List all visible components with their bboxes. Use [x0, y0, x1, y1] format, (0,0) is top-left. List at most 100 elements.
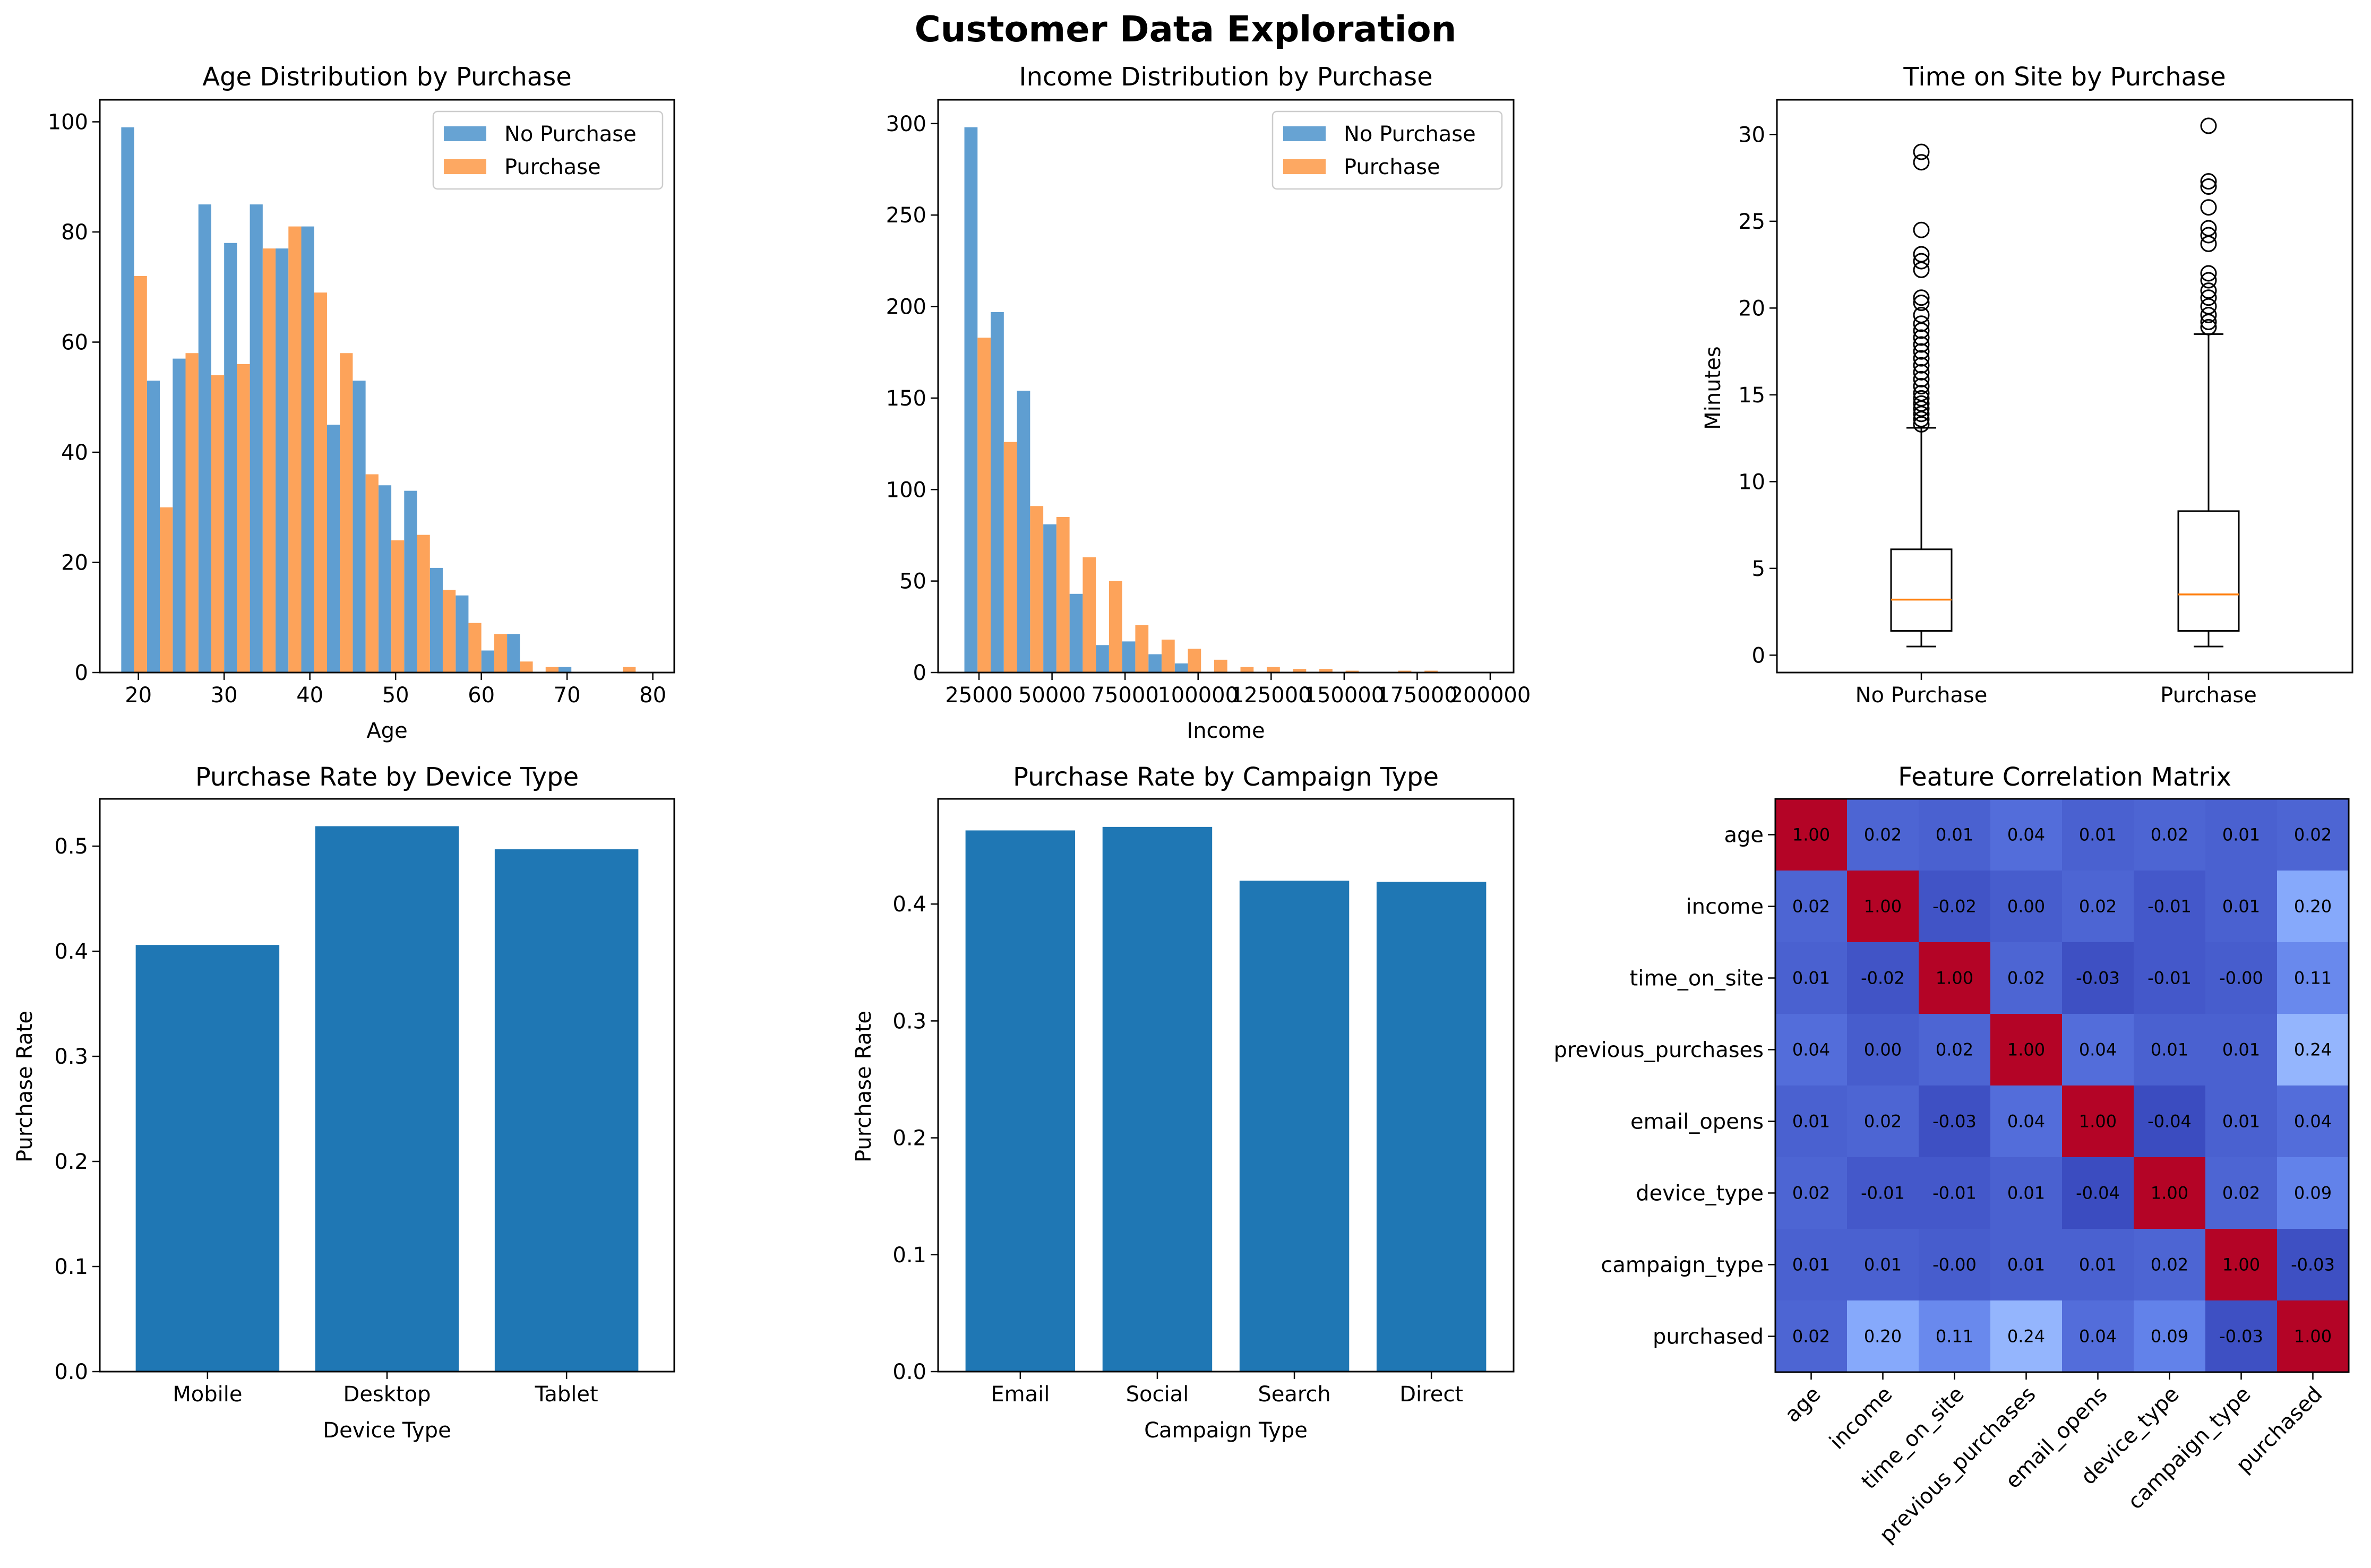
box-no-purchase-outlier	[1913, 143, 1930, 160]
figure-title: Customer Data Exploration	[915, 8, 1457, 50]
income-legend-swatch	[1283, 159, 1326, 174]
age-bar-purchase	[545, 667, 559, 673]
heatmap-cell-value: -0.03	[2291, 1255, 2335, 1275]
heatmap-cell-value: 0.02	[2294, 825, 2332, 845]
heatmap-cell-value: 0.04	[2007, 825, 2045, 845]
heatmap-cell	[1775, 799, 1847, 871]
campaign-type-ytick-label: 0.4	[892, 892, 926, 917]
age-bar-purchase	[417, 535, 430, 673]
box-no-purchase-outlier	[1913, 246, 1930, 263]
heatmap-cell-value: 0.01	[1792, 1112, 1830, 1132]
correlation-heatmap-title: Feature Correlation Matrix	[1898, 762, 2231, 792]
heatmap-cell-value: 0.02	[1864, 825, 1902, 845]
age-bar-purchase	[623, 667, 636, 673]
heatmap-cell	[1990, 942, 2062, 1014]
age-legend-swatch	[444, 159, 486, 174]
heatmap-frame	[1774, 798, 2350, 1373]
campaign-type-ytick-label: 0.2	[892, 1126, 926, 1151]
device-type-plot: 0.0 0.1 0.2 0.3 0.4 0.5 Mobile Desktop Tablet	[54, 798, 675, 1407]
age-xtick-label: 20	[125, 683, 152, 708]
age-ytick-label: 20	[61, 551, 88, 575]
age-bar-no-purchase	[429, 567, 443, 673]
time-on-site-frame	[1776, 99, 2353, 674]
heatmap-cell	[1775, 871, 1847, 942]
box-no-purchase-outlier	[1913, 295, 1930, 312]
age-bar-no-purchase	[224, 243, 237, 673]
heatmap-cell-value: 0.01	[1792, 1255, 1830, 1275]
age-xtick-label: 60	[468, 683, 495, 708]
heatmap-cell	[1990, 871, 2062, 942]
box-no-purchase-outlier	[1913, 154, 1930, 171]
income-ytick-label: 100	[886, 478, 926, 502]
heatmap-cell	[1919, 1157, 1990, 1229]
campaign-type-bar	[965, 830, 1076, 1372]
heatmap-cell-value: 0.02	[2151, 1255, 2188, 1275]
age-bar-no-purchase	[198, 204, 211, 673]
heatmap-cell	[2134, 1085, 2205, 1157]
device-type-xlabel: Device Type	[323, 1418, 451, 1443]
income-bar-purchase	[1030, 506, 1044, 673]
device-type-xtick-label: Tablet	[535, 1382, 598, 1407]
income-bar-purchase	[1345, 670, 1359, 673]
campaign-type-xtick-label: Search	[1258, 1382, 1330, 1407]
age-bar-no-purchase	[276, 248, 289, 673]
heatmap-cell-value: 0.04	[1792, 1040, 1830, 1060]
heatmap-cell-value: 0.24	[2007, 1326, 2045, 1347]
heatmap-cell	[2277, 1157, 2349, 1229]
heatmap-cell-value: 0.01	[2151, 1040, 2188, 1060]
heatmap-cell	[1847, 942, 1919, 1014]
age-ytick-label: 40	[61, 441, 88, 465]
time-on-site-ytick-label: 25	[1738, 210, 1765, 234]
age-bar-no-purchase	[301, 226, 314, 673]
age-bar-purchase	[391, 540, 405, 673]
box-no-purchase-outlier	[1913, 390, 1930, 407]
box-purchase-outlier	[2200, 178, 2217, 195]
box-no-purchase-outlier	[1913, 253, 1930, 270]
box-purchase-outlier	[2200, 289, 2217, 306]
income-legend-swatch	[1283, 126, 1326, 141]
time-on-site-ytick-label: 20	[1738, 296, 1765, 321]
time-on-site-title: Time on Site by Purchase	[1903, 62, 2226, 92]
income-bar-purchase	[1056, 516, 1070, 673]
income-legend-label: No Purchase	[1344, 122, 1476, 147]
campaign-type-ylabel: Purchase Rate	[852, 1011, 876, 1162]
campaign-type-title: Purchase Rate by Campaign Type	[1013, 762, 1439, 792]
income-histogram-title: Income Distribution by Purchase	[1019, 62, 1432, 92]
heatmap-cell	[1990, 1229, 2062, 1300]
income-ytick-label: 250	[886, 203, 926, 228]
heatmap-cell	[2205, 1085, 2277, 1157]
income-bar-purchase	[1398, 670, 1412, 673]
heatmap-row-label: email_opens	[1630, 1110, 1764, 1134]
heatmap-cell-value: -0.01	[1861, 1183, 1905, 1203]
income-legend-label: Purchase	[1344, 155, 1440, 179]
heatmap-cell-value: 0.11	[1936, 1326, 1973, 1347]
heatmap-cell	[1919, 1014, 1990, 1085]
heatmap-cell-value: -0.04	[2076, 1183, 2120, 1203]
campaign-type-bar-panel: Purchase Rate by Campaign Type Campaign …	[852, 762, 1515, 1443]
income-ytick-label: 200	[886, 295, 926, 320]
heatmap-cell	[2134, 799, 2205, 871]
box-purchase-outlier	[2200, 282, 2217, 299]
heatmap-cell	[2062, 1157, 2134, 1229]
heatmap-cell	[2277, 871, 2349, 942]
box-purchase-outlier	[2200, 265, 2217, 282]
income-xtick-label: 150000	[1304, 683, 1385, 708]
income-bar-no-purchase	[1096, 645, 1109, 673]
campaign-type-ytick-label: 0.3	[892, 1009, 926, 1033]
campaign-type-xtick-label: Social	[1126, 1382, 1189, 1407]
campaign-type-bar	[1239, 881, 1350, 1372]
box-no-purchase-outlier	[1913, 343, 1930, 360]
heatmap-cell	[1847, 1014, 1919, 1085]
age-bar-purchase	[237, 364, 250, 673]
device-type-bar	[315, 826, 459, 1372]
income-legend-box	[1272, 110, 1503, 190]
heatmap-row-label: purchased	[1653, 1325, 1764, 1349]
time-on-site-ylabel: Minutes	[1701, 346, 1725, 429]
income-bar-purchase	[1424, 670, 1438, 673]
heatmap-cell	[2134, 1014, 2205, 1085]
heatmap-cell-value: -0.01	[1932, 1183, 1977, 1203]
income-bar-purchase	[1293, 669, 1307, 673]
campaign-type-xtick-label: Email	[991, 1382, 1050, 1407]
income-histogram-xlabel: Income	[1187, 719, 1265, 743]
